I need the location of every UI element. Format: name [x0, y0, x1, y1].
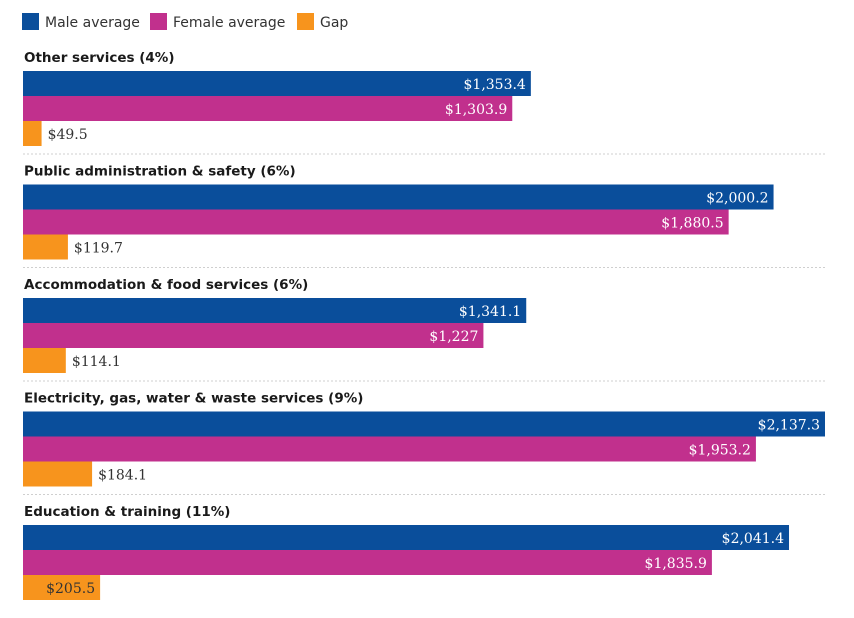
bar-label-male: $1,341.1	[459, 304, 521, 320]
bar-male	[23, 525, 790, 550]
bar-label-gap: $119.7	[74, 241, 123, 257]
group-title: Public administration & safety (6%)	[24, 164, 296, 180]
bar-label-male: $2,137.3	[758, 418, 820, 434]
legend: Male average Female average Gap	[22, 13, 348, 31]
bar-label-male: $2,000.2	[706, 191, 768, 207]
bar-female	[23, 550, 712, 575]
group-title: Other services (4%)	[24, 50, 174, 66]
legend-item-gap[interactable]: Gap	[297, 13, 348, 31]
bar-label-female: $1,835.9	[645, 556, 707, 572]
bar-label-male: $1,353.4	[464, 77, 526, 93]
bar-label-gap: $49.5	[48, 127, 88, 143]
group-title: Accommodation & food services (6%)	[24, 277, 308, 293]
legend-swatch-gap	[297, 13, 314, 30]
chart-groups: Other services (4%) $1,353.4 $1,303.9 $49.5…	[23, 50, 825, 600]
legend-swatch-female	[150, 13, 167, 30]
bar-male	[23, 298, 527, 323]
bar-male	[23, 411, 825, 437]
bar-gap	[23, 121, 42, 146]
bar-label-female: $1,303.9	[445, 102, 507, 118]
legend-label-male: Male average	[45, 15, 140, 31]
bar-gap	[23, 461, 93, 487]
bar-female	[23, 323, 484, 348]
bar-female	[23, 96, 513, 121]
bar-label-female: $1,227	[429, 329, 478, 345]
group-3: Accommodation & food services (6%) $1,341…	[23, 277, 825, 382]
legend-swatch-male	[22, 13, 39, 30]
bar-label-gap: $184.1	[98, 468, 147, 484]
group-5: Education & training (11%) $2,041.4 $1,835…	[23, 504, 790, 600]
bar-label-gap: $114.1	[72, 354, 121, 370]
group-4: Electricity, gas, water & waste services…	[23, 391, 825, 495]
legend-item-male[interactable]: Male average	[22, 13, 140, 31]
bar-gap	[23, 234, 68, 260]
bar-label-female: $1,953.2	[689, 443, 751, 459]
bar-male	[23, 184, 774, 210]
group-title: Electricity, gas, water & waste services…	[24, 391, 363, 407]
bar-female	[23, 436, 756, 462]
bar-male	[23, 71, 531, 96]
bar-label-gap: $205.5	[46, 581, 95, 597]
bar-gap	[23, 348, 66, 373]
bar-label-female: $1,880.5	[661, 216, 723, 232]
legend-item-female[interactable]: Female average	[150, 13, 285, 31]
bar-label-male: $2,041.4	[722, 531, 784, 547]
group-title: Education & training (11%)	[24, 504, 230, 520]
bar-gap	[23, 575, 101, 600]
legend-label-gap: Gap	[320, 15, 348, 31]
legend-label-female: Female average	[173, 15, 285, 31]
bar-female	[23, 209, 729, 235]
group-1: Other services (4%) $1,353.4 $1,303.9 $49.5	[23, 50, 825, 155]
group-2: Public administration & safety (6%) $2,00…	[23, 164, 825, 268]
